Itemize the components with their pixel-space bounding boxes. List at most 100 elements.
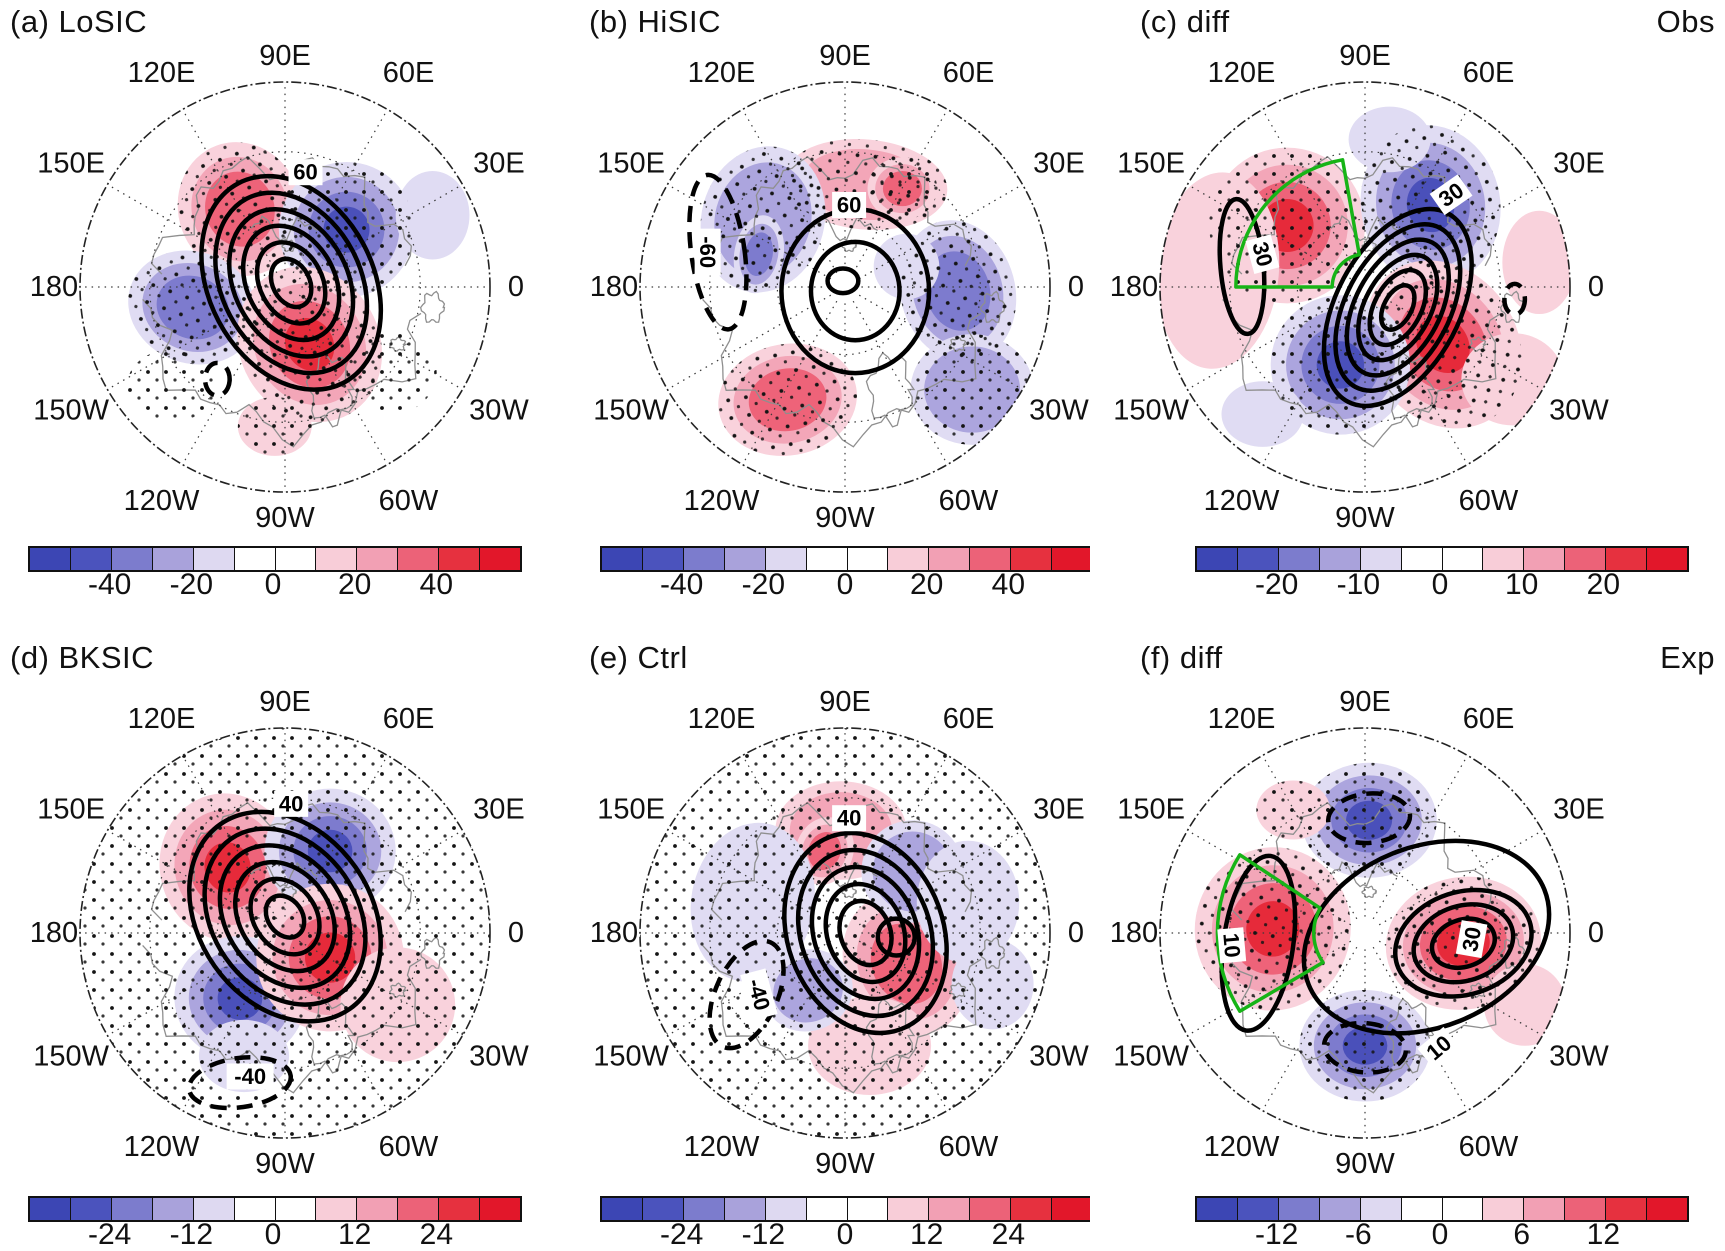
contour-line: [875, 916, 917, 958]
longitude-label: 150W: [33, 395, 109, 427]
colorbar-strip: [1195, 546, 1689, 572]
meridian-line: [1372, 300, 1469, 465]
colorbar-cell: [805, 548, 847, 570]
contour-line-dashed: [1502, 281, 1528, 317]
stipple-patch: [346, 332, 437, 414]
svg-text:40: 40: [279, 791, 303, 816]
longitude-label: 0: [1588, 917, 1604, 949]
panel-e-header: (e) Ctrl: [545, 636, 1090, 680]
colorbar-ticks: -40 -20 0 20 40: [0, 570, 545, 600]
colorbar-cell: [969, 548, 1011, 570]
meridian-line: [852, 109, 949, 274]
longitude-label: 120E: [688, 57, 756, 89]
colorbar-cell: [479, 548, 521, 570]
panel-d-header: (d) BKSIC: [0, 636, 545, 680]
colorbar-ticks: -20 -10 0 10 20: [1090, 570, 1725, 600]
colorbar-cell: [1441, 548, 1483, 570]
colorbar-ticks: -12 -6 0 6 12: [1090, 1220, 1725, 1250]
meridian-line: [292, 109, 389, 274]
colorbar: -24 -12 0 12 24: [0, 1180, 545, 1250]
panel-c: (c) diff Obs 30 30 0 30E 60E 90E 120E 150E 180 15…: [1090, 0, 1725, 600]
panel-corner-label: Exp: [1660, 640, 1715, 675]
contour-line: [217, 843, 353, 991]
contour-label: 30: [1455, 920, 1488, 959]
meridian-line: [107, 183, 272, 280]
meridian-line: [667, 294, 832, 391]
stipple-patch: [127, 349, 218, 422]
colorbar-cell: [1605, 1198, 1647, 1220]
colorbar: -40 -20 0 20 40: [0, 530, 545, 600]
contour-line: [837, 898, 894, 968]
contours: [199, 173, 384, 398]
colorbar-ticks: -40 -20 0 20 40: [545, 570, 1090, 600]
longitude-label: 90W: [815, 1148, 875, 1180]
panel-f: (f) diff Exp 30 10 10 0 30E 60E 90E 120E 150E 180…: [1090, 600, 1725, 1251]
longitude-label: 180: [30, 917, 78, 949]
contour-line: [199, 173, 384, 392]
longitude-label: 30W: [1029, 395, 1089, 427]
colorbar-ticks: -24 -12 0 12 24: [545, 1220, 1090, 1250]
shade-blob: [1502, 210, 1570, 315]
region-box: [1234, 158, 1362, 289]
colorbar-cell: [1400, 548, 1442, 570]
longitude-label: 180: [1110, 917, 1158, 949]
contour-line-dashed: [687, 172, 749, 332]
panel-title: (b) HiSIC: [589, 4, 721, 39]
contour-label: 30: [1245, 234, 1280, 274]
colorbar-cell: [1441, 1198, 1483, 1220]
contour-labels: 60: [288, 159, 323, 186]
colorbar-ticks: -24 -12 0 12 24: [0, 1220, 545, 1250]
longitude-label: 120W: [124, 485, 200, 517]
longitude-label: 90W: [255, 502, 315, 530]
polar-map: 60 0 30E 60E 90E 120E 150E 180 150W 120W 90W 60W 30W: [30, 44, 530, 530]
polar-map: 40 -40 0 30E 60E 90E 120E 150E 180 150W 120W 90W 60W…: [590, 686, 1090, 1180]
meridian-line: [181, 300, 278, 465]
longitude-label: 150E: [37, 148, 105, 180]
colorbar-tick-label: -20: [741, 568, 786, 600]
meridian-line: [852, 300, 949, 465]
svg-text:-40: -40: [234, 1064, 266, 1089]
longitude-label: 90E: [819, 686, 871, 718]
colorbar-tick-label: -10: [1336, 568, 1381, 600]
latitude-circle: [1229, 151, 1501, 423]
colorbar-cell: [1236, 548, 1278, 570]
colorbar-cell: [1051, 548, 1090, 570]
colorbar-tick-label: 20: [1586, 568, 1621, 600]
colorbar: -24 -12 0 12 24: [545, 1180, 1090, 1250]
colorbar-cell: [887, 1198, 929, 1220]
contour-labels: 40 -40: [740, 805, 867, 1021]
stippling: [640, 728, 1050, 1138]
colorbar-cell: [1400, 1198, 1442, 1220]
meridian-line: [1372, 946, 1469, 1111]
colorbar: -12 -6 0 6 12: [1090, 1180, 1725, 1250]
colorbar-cell: [438, 1198, 480, 1220]
colorbar-cell: [30, 1198, 70, 1220]
contour-line: [187, 809, 383, 1024]
longitude-label: 30W: [1549, 1041, 1609, 1073]
stippling: [700, 139, 1034, 456]
panel-title: (e) Ctrl: [589, 640, 688, 675]
colorbar-cell: [192, 1198, 234, 1220]
longitude-label: 30W: [1549, 395, 1609, 427]
longitude-label: 180: [590, 917, 638, 949]
coastline-svalbard: [1361, 885, 1378, 898]
colorbar-cell: [233, 1198, 275, 1220]
colorbar-tick-label: -24: [87, 1218, 132, 1251]
longitude-label: 60W: [939, 1131, 999, 1163]
contour-line: [213, 190, 370, 376]
colorbar-cell: [1564, 1198, 1606, 1220]
colorbar-tick-label: -12: [169, 1218, 214, 1251]
stipple-patch: [718, 343, 857, 456]
stipple-patch: [278, 161, 415, 298]
colorbar-cell: [1482, 1198, 1524, 1220]
longitude-label: 180: [590, 271, 638, 303]
contours: [707, 830, 949, 1051]
colorbar-tick-label: 0: [1431, 1218, 1449, 1251]
meridian-line: [1378, 829, 1543, 926]
panel-corner-label: Obs: [1656, 4, 1715, 39]
coastline-britain: [419, 290, 446, 323]
longitude-label: 120E: [128, 703, 196, 735]
contour-labels: 40 -40: [226, 790, 309, 1090]
colorbar-tick-label: 20: [909, 568, 944, 600]
